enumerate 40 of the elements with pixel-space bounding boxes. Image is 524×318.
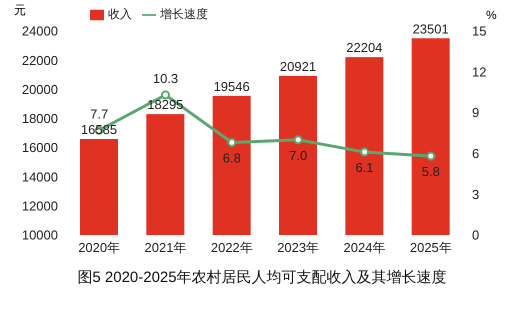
y-tick-label: 22000: [22, 52, 58, 68]
y-tick-label: 20000: [22, 82, 58, 97]
y-tick-label: 12000: [22, 198, 58, 214]
y-tick-label: 24000: [22, 24, 58, 39]
point: [360, 148, 369, 157]
point: [426, 152, 436, 161]
data-label: 22204: [346, 40, 382, 56]
y-tick-label: 16000: [22, 140, 58, 156]
data-label: 7.7: [90, 106, 108, 122]
point: [161, 90, 170, 100]
x-tick-label: 2025年: [410, 240, 452, 256]
y2-tick-label: 12: [472, 64, 486, 80]
y2-tick-label: 15: [472, 24, 486, 39]
legend-label: 收入: [108, 7, 132, 21]
y2-tick-label: 6: [472, 146, 480, 162]
x-tick-label: 2020年: [78, 240, 120, 256]
data-label: 19546: [214, 78, 250, 94]
y-tick-label: 18000: [22, 111, 58, 126]
y2-tick-label: 3: [472, 186, 480, 202]
data-label: 6.1: [355, 160, 374, 176]
x-tick-label: 2023年: [277, 240, 320, 256]
x-tick-label: 2021年: [144, 240, 186, 256]
legend-label: 增长速度: [160, 7, 208, 21]
y-tick-label: 14000: [22, 169, 58, 184]
data-label: 5.8: [422, 164, 440, 180]
data-label: 10.3: [152, 70, 178, 86]
y2-tick-label: 0: [472, 228, 480, 243]
data-label: 7.0: [289, 148, 308, 163]
data-label: 6.8: [222, 150, 241, 166]
y-axis-title: 元: [14, 2, 26, 19]
data-label: 23501: [412, 21, 449, 36]
y2-tick-label: 9: [472, 105, 480, 120]
y-tick-label: 10000: [22, 228, 58, 243]
data-label: 20921: [280, 58, 316, 74]
x-tick-label: 2024年: [344, 240, 386, 256]
x-tick-label: 2022年: [210, 240, 253, 256]
point: [294, 135, 303, 144]
y2-axis-title: %: [486, 8, 497, 22]
text: 图5 2020-2025年农村居民人均可支配收入及其增长速度: [76, 268, 448, 287]
point: [227, 138, 236, 148]
